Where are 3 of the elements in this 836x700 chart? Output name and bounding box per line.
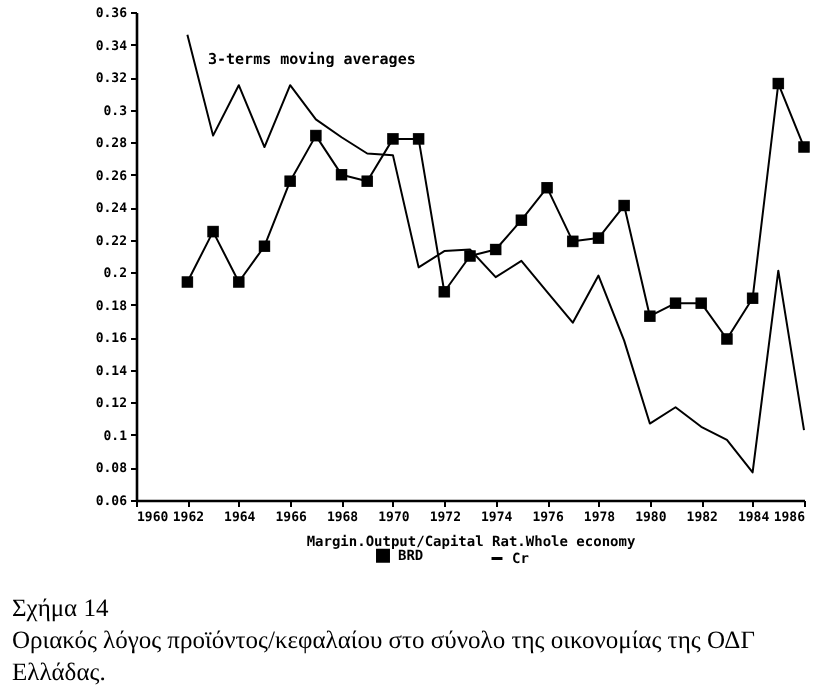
line-series [186, 33, 805, 474]
text: Οριακός λόγος προϊόντος/κεφαλαίου στο σύνολο της οικονομίας της ΟΔΓ Ελλάδας. [12, 624, 757, 688]
text: Σχήμα 14 [12, 592, 111, 624]
